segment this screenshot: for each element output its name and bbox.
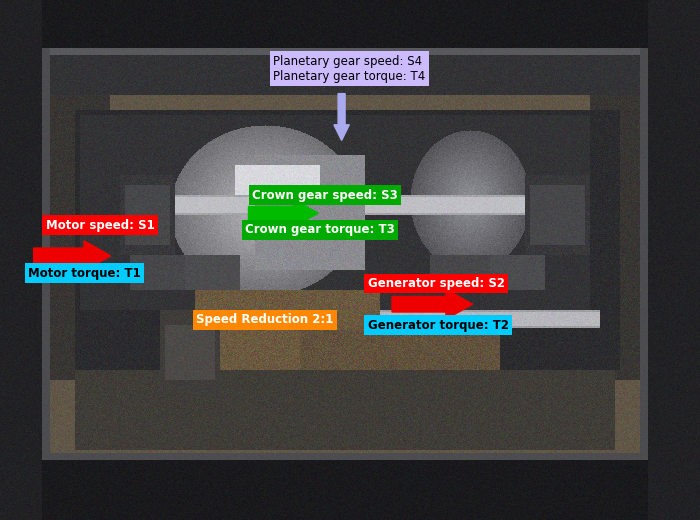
FancyArrow shape [34, 241, 111, 271]
Text: Speed Reduction 2:1: Speed Reduction 2:1 [196, 313, 333, 327]
Text: Crown gear torque: T3: Crown gear torque: T3 [245, 223, 395, 236]
FancyArrow shape [248, 200, 318, 226]
FancyArrow shape [392, 289, 473, 319]
Text: Motor torque: T1: Motor torque: T1 [28, 266, 141, 280]
Text: Crown gear speed: S3: Crown gear speed: S3 [252, 188, 398, 201]
Text: Generator speed: S2: Generator speed: S2 [368, 277, 505, 290]
FancyArrow shape [334, 94, 349, 140]
Text: Planetary gear speed: S4
Planetary gear torque: T4: Planetary gear speed: S4 Planetary gear … [273, 55, 426, 83]
Text: Generator torque: T2: Generator torque: T2 [368, 318, 508, 332]
Text: Motor speed: S1: Motor speed: S1 [46, 218, 154, 232]
